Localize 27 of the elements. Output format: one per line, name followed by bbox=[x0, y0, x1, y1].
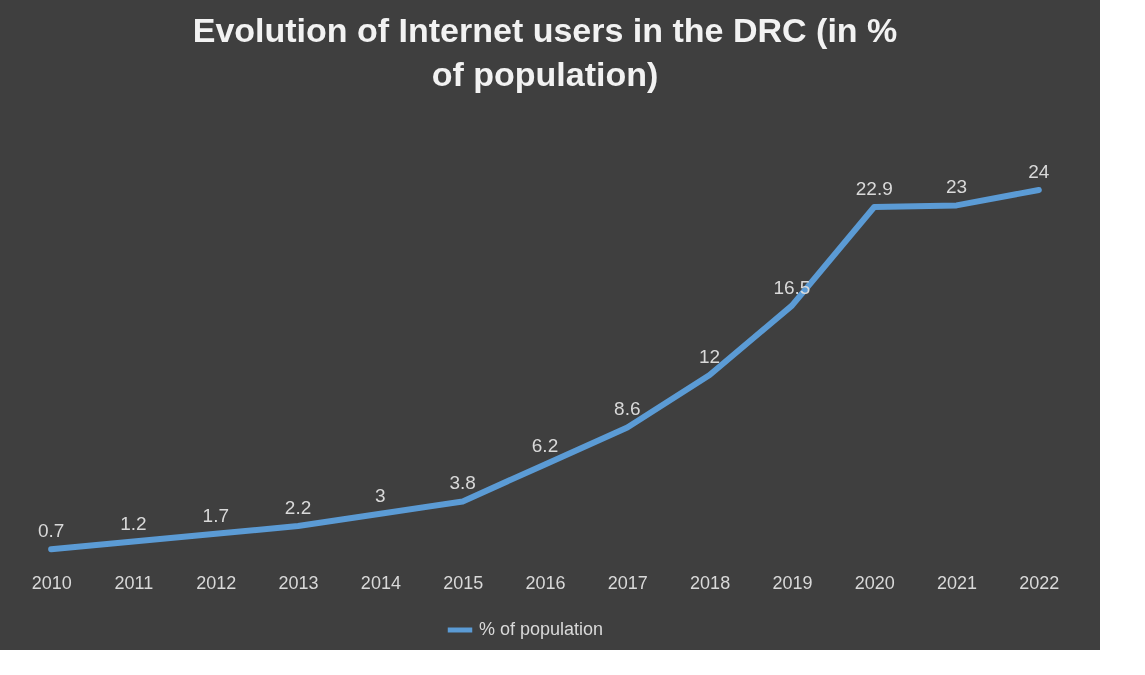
x-tick-label: 2017 bbox=[607, 572, 648, 593]
x-tick-label: 2018 bbox=[690, 572, 731, 593]
x-tick-label: 2011 bbox=[114, 572, 154, 593]
data-label: 1.7 bbox=[202, 504, 229, 526]
x-tick-label: 2020 bbox=[854, 572, 895, 593]
data-label: 24 bbox=[1028, 161, 1050, 182]
data-label: 22.9 bbox=[855, 177, 893, 199]
x-tick-label: 2016 bbox=[525, 572, 566, 593]
data-label: 1.2 bbox=[120, 512, 147, 534]
data-label: 23 bbox=[945, 176, 968, 198]
x-tick-label: 2014 bbox=[360, 572, 401, 593]
x-tick-label: 2019 bbox=[772, 572, 813, 593]
legend-label: % of population bbox=[479, 619, 604, 639]
data-label: 8.6 bbox=[614, 398, 641, 420]
x-tick-label: 2022 bbox=[1019, 572, 1060, 593]
data-label: 3.8 bbox=[449, 472, 476, 494]
data-label: 3 bbox=[375, 484, 386, 506]
x-tick-label: 2021 bbox=[937, 572, 978, 593]
data-label: 0.7 bbox=[37, 520, 65, 542]
data-label: 6.2 bbox=[531, 435, 559, 457]
data-label: 12 bbox=[699, 346, 721, 367]
chart-title: Evolution of Internet users in the DRC (in % of population) bbox=[192, 11, 898, 93]
x-tick-label: 2012 bbox=[196, 572, 237, 593]
data-label: 2.2 bbox=[284, 497, 312, 519]
x-tick-label: 2015 bbox=[443, 572, 484, 593]
x-tick-label: 2013 bbox=[278, 572, 319, 593]
x-tick-label: 2010 bbox=[31, 572, 72, 593]
